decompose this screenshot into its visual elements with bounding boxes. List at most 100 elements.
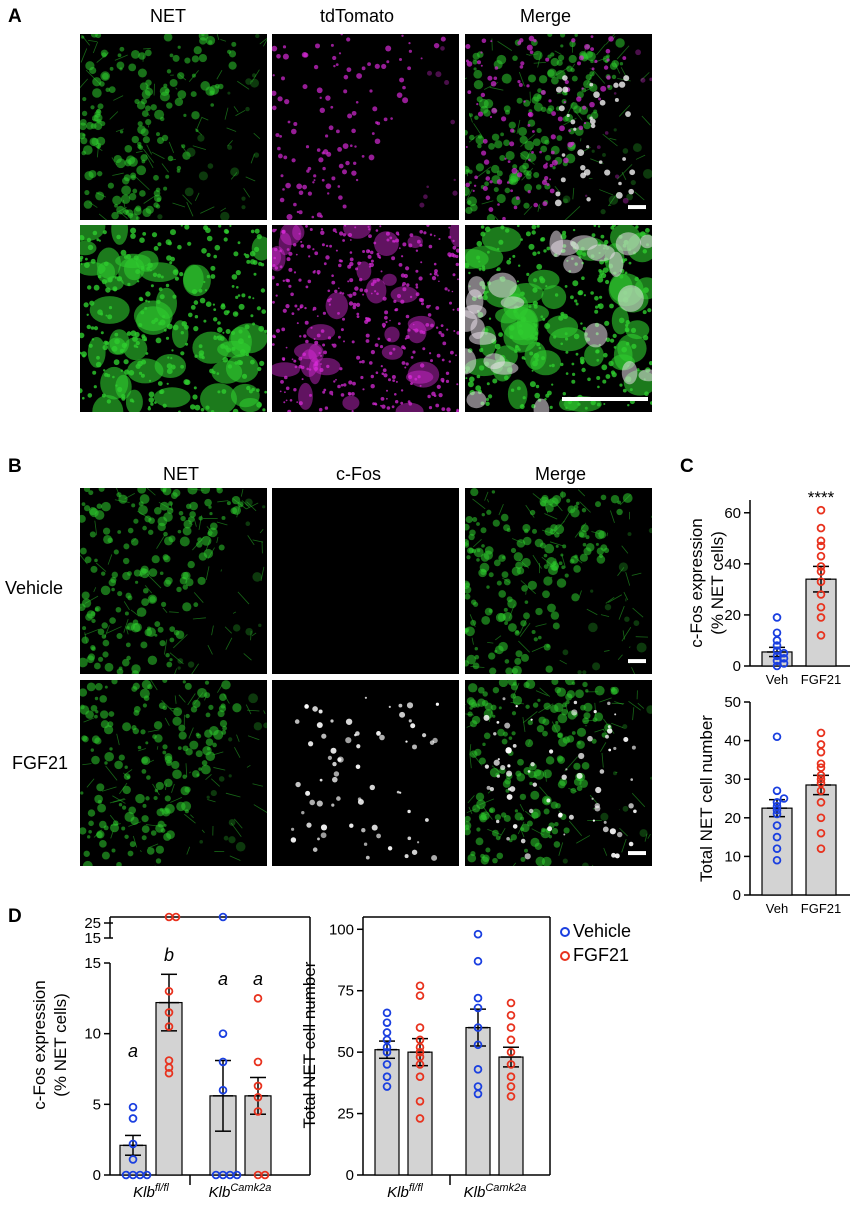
data-point <box>772 628 782 638</box>
legend-fgf21-label: FGF21 <box>573 945 630 965</box>
data-point <box>506 1072 516 1082</box>
scale-bar <box>628 659 646 664</box>
data-point <box>779 654 789 663</box>
tick-label: 20 <box>724 607 741 624</box>
data-point <box>473 1040 483 1050</box>
data-point <box>253 1081 263 1091</box>
data-point <box>506 1023 516 1032</box>
micrograph-a-net-low <box>80 34 267 220</box>
data-point <box>772 656 782 666</box>
data-point <box>142 1170 152 1180</box>
data-point <box>816 763 826 772</box>
data-point <box>816 774 826 784</box>
data-point <box>506 998 516 1008</box>
data-point <box>415 1072 425 1082</box>
tick-label: 25 <box>84 915 101 932</box>
bar <box>498 1056 524 1176</box>
data-point <box>816 771 826 780</box>
tick-label: 40 <box>724 733 741 750</box>
legend-vehicle-label: Vehicle <box>573 921 632 941</box>
micrograph-background <box>272 488 459 674</box>
x-tick-label: FGF21 <box>801 901 841 916</box>
data-point <box>506 1035 516 1045</box>
data-point <box>816 536 826 546</box>
bar <box>465 1026 491 1176</box>
micrograph-a-tdtomato-low <box>272 34 459 220</box>
row-label-vehicle: Vehicle <box>5 578 64 598</box>
panel-label-a: A <box>8 6 22 27</box>
data-point <box>506 1010 516 1020</box>
data-point <box>382 1047 392 1057</box>
data-point <box>816 505 826 515</box>
panel-label-c: C <box>680 456 694 477</box>
data-point <box>218 1085 228 1095</box>
data-point <box>772 844 782 853</box>
data-point <box>211 1170 221 1180</box>
data-point <box>816 798 826 807</box>
micrograph-a-merge-high <box>465 225 652 412</box>
chart-c-cfos-expression: 0 20 40 60c-Fos expression (% NET cells) Veh F… <box>690 488 850 687</box>
data-point <box>816 844 826 853</box>
data-point <box>128 1155 138 1164</box>
tick-label: 15 <box>84 955 101 972</box>
data-point <box>816 740 826 749</box>
data-point <box>164 1008 174 1017</box>
tick-label: 0 <box>733 658 741 675</box>
data-point <box>772 646 782 655</box>
data-point <box>164 1068 174 1078</box>
data-point <box>816 567 826 576</box>
scale-bar <box>562 397 648 401</box>
data-point <box>415 991 425 1000</box>
data-point <box>816 613 826 622</box>
data-point <box>816 747 826 757</box>
tick-label: 5 <box>93 1096 101 1113</box>
data-point <box>473 956 483 966</box>
group-letter: a <box>218 969 228 989</box>
data-point <box>121 1170 131 1180</box>
data-point <box>164 1056 174 1065</box>
scale-bar <box>628 205 646 210</box>
panel-b-header-merge: Merge <box>535 464 587 484</box>
legend: Vehicle FGF21 <box>558 921 688 971</box>
data-point <box>415 981 425 991</box>
data-point <box>772 801 782 811</box>
data-point <box>816 786 826 796</box>
data-point <box>473 1023 483 1032</box>
data-point <box>382 1060 392 1069</box>
y-axis-label: Total NET cell number <box>697 715 716 882</box>
data-point <box>128 1114 138 1123</box>
data-point <box>415 1023 425 1032</box>
panel-a-header-merge: Merge <box>520 6 572 26</box>
group-letter: b <box>164 945 174 965</box>
group-letter: a <box>128 1041 138 1061</box>
data-point <box>772 613 782 622</box>
genotype-label: Klbfl/fl <box>133 1182 169 1201</box>
data-point <box>506 1060 516 1069</box>
data-point <box>816 759 826 769</box>
data-point <box>473 929 483 939</box>
data-point <box>128 1139 138 1149</box>
data-point <box>772 732 782 742</box>
data-point <box>772 805 782 815</box>
panel-label-b: B <box>8 456 22 477</box>
data-point <box>772 855 782 865</box>
row-label-fgf21: FGF21 <box>12 753 69 773</box>
data-point <box>772 641 782 650</box>
data-point <box>816 778 826 788</box>
micrograph-b-merge-fgf21 <box>465 680 652 866</box>
panel-b-header-net: NET <box>163 464 199 484</box>
data-point <box>779 794 789 803</box>
data-point <box>816 577 826 587</box>
legend-fgf21-marker <box>560 951 570 961</box>
genotype-label: Klbfl/fl <box>387 1182 423 1201</box>
data-point <box>816 523 826 533</box>
tick-label: 10 <box>84 1026 101 1043</box>
data-point <box>816 541 826 551</box>
data-point <box>415 1052 425 1062</box>
genotype-label: KlbCamk2a <box>464 1182 527 1201</box>
data-point <box>779 648 789 658</box>
micrograph-b-merge-vehicle <box>465 488 652 674</box>
y-axis-label: Total NET cell number <box>300 961 319 1128</box>
tick-label: 30 <box>724 771 741 788</box>
